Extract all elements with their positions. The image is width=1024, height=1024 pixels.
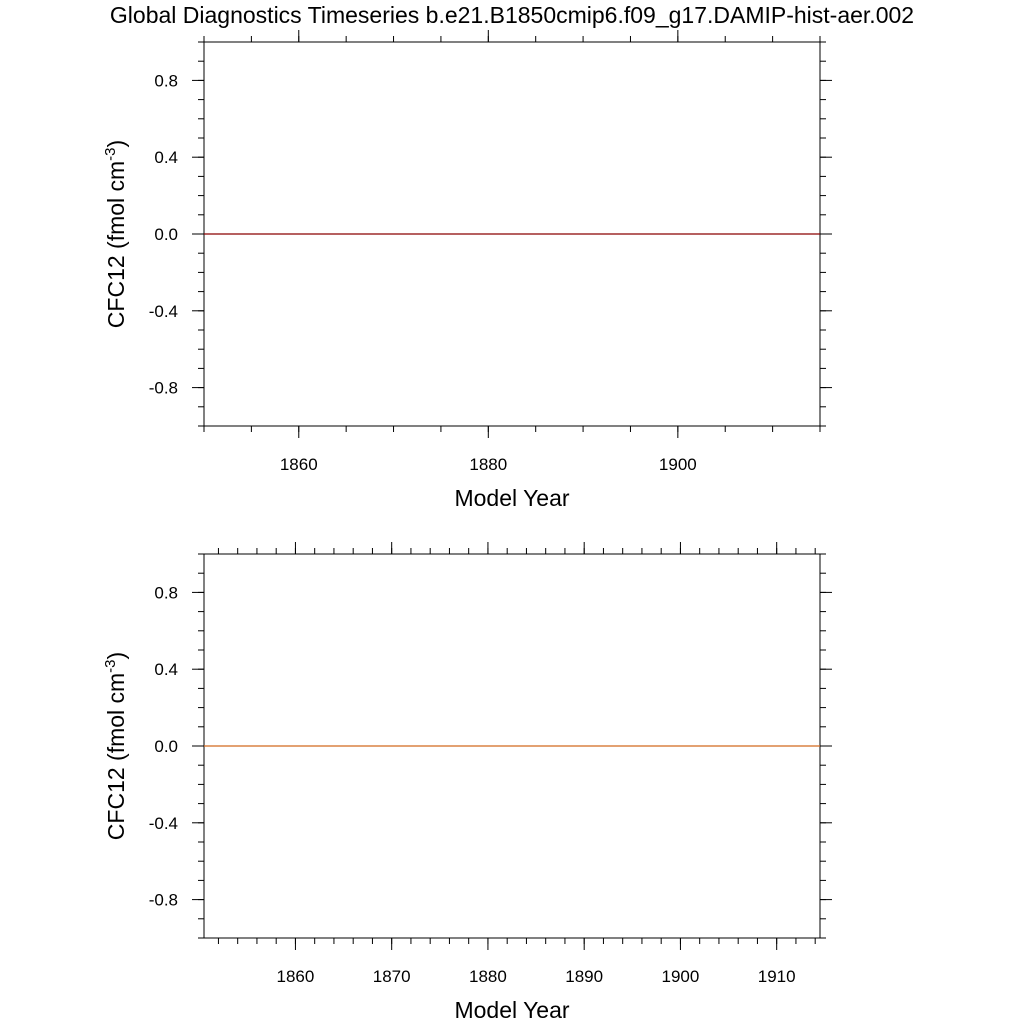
page-title: Global Diagnostics Timeseries b.e21.B185… xyxy=(109,2,915,28)
x-tick-label: 1860 xyxy=(280,455,318,474)
y-tick-label: 0.4 xyxy=(154,148,178,167)
y-tick-label: 0.0 xyxy=(154,737,178,756)
x-tick-label: 1880 xyxy=(469,455,507,474)
y-tick-label: -0.4 xyxy=(149,814,178,833)
x-axis-title: Model Year xyxy=(454,485,569,511)
y-tick-label: -0.8 xyxy=(149,891,178,910)
x-tick-label: 1910 xyxy=(758,967,796,986)
x-tick-label: 1900 xyxy=(659,455,697,474)
y-tick-label: 0.0 xyxy=(154,225,178,244)
y-tick-label: 0.8 xyxy=(154,583,178,602)
x-axis-title: Model Year xyxy=(454,997,569,1023)
y-tick-label: -0.8 xyxy=(149,379,178,398)
top-panel: 1860 1880 1900 0.8 0.4 0.0 -0.4 -0.8 Model Year C… xyxy=(102,30,832,511)
y-tick-label: 0.8 xyxy=(154,71,178,90)
x-tick-label: 1860 xyxy=(277,967,315,986)
y-tick-label: -0.4 xyxy=(149,302,178,321)
y-tick-label: 0.4 xyxy=(154,660,178,679)
x-tick-label: 1890 xyxy=(565,967,603,986)
y-axis-title: CFC12 (fmol cm-3) xyxy=(102,652,129,840)
y-axis-title: CFC12 (fmol cm-3) xyxy=(102,140,129,328)
x-tick-label: 1870 xyxy=(373,967,411,986)
x-tick-label: 1880 xyxy=(469,967,507,986)
bottom-panel: 1860 1870 1880 1890 1900 1910 0.8 0.4 0.0 -0.4 -0.… xyxy=(102,542,832,1023)
x-tick-label: 1900 xyxy=(662,967,700,986)
